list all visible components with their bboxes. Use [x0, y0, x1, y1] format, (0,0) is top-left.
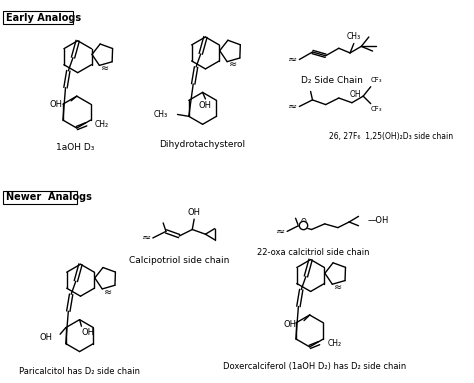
Text: OH: OH: [82, 328, 94, 337]
Text: Early Analogs: Early Analogs: [6, 13, 82, 23]
Text: CF₃: CF₃: [371, 106, 382, 112]
Text: Newer  Analogs: Newer Analogs: [6, 192, 92, 202]
Text: —OH: —OH: [368, 216, 389, 224]
Text: 22-oxa calcitriol side chain: 22-oxa calcitriol side chain: [257, 247, 370, 257]
Text: ≈: ≈: [229, 59, 237, 69]
Text: ≈: ≈: [101, 63, 109, 73]
Text: CH₂: CH₂: [328, 339, 342, 348]
Text: ≈: ≈: [288, 101, 298, 111]
Text: O: O: [300, 218, 306, 228]
Text: ≈: ≈: [334, 282, 342, 292]
Text: 1aOH D₃: 1aOH D₃: [56, 143, 94, 152]
Text: ≈: ≈: [104, 287, 112, 297]
Text: CH₃: CH₃: [347, 33, 361, 41]
Text: Paricalcitol has D₂ side chain: Paricalcitol has D₂ side chain: [19, 367, 140, 376]
Text: OH: OH: [50, 100, 63, 109]
Text: 26, 27F₆  1,25(OH)₂D₃ side chain: 26, 27F₆ 1,25(OH)₂D₃ side chain: [329, 132, 454, 141]
Text: OH: OH: [40, 334, 53, 342]
Text: ≈: ≈: [142, 233, 151, 243]
Text: CH₂: CH₂: [95, 120, 109, 129]
Text: ≈: ≈: [288, 54, 298, 64]
FancyBboxPatch shape: [3, 11, 73, 24]
Text: Calcipotriol side chain: Calcipotriol side chain: [129, 256, 229, 265]
Text: CH₃: CH₃: [154, 110, 168, 119]
Text: OH: OH: [350, 90, 361, 99]
Text: ≈: ≈: [276, 226, 285, 236]
Text: OH: OH: [199, 101, 212, 110]
Text: OH: OH: [188, 208, 201, 217]
Text: CF₃: CF₃: [371, 77, 382, 83]
FancyBboxPatch shape: [3, 190, 77, 204]
Text: OH: OH: [283, 320, 297, 329]
Text: Doxercalciferol (1aOH D₂) has D₂ side chain: Doxercalciferol (1aOH D₂) has D₂ side ch…: [223, 362, 406, 371]
Text: Dihydrotachysterol: Dihydrotachysterol: [160, 139, 246, 149]
Text: D₂ Side Chain: D₂ Side Chain: [301, 76, 363, 85]
